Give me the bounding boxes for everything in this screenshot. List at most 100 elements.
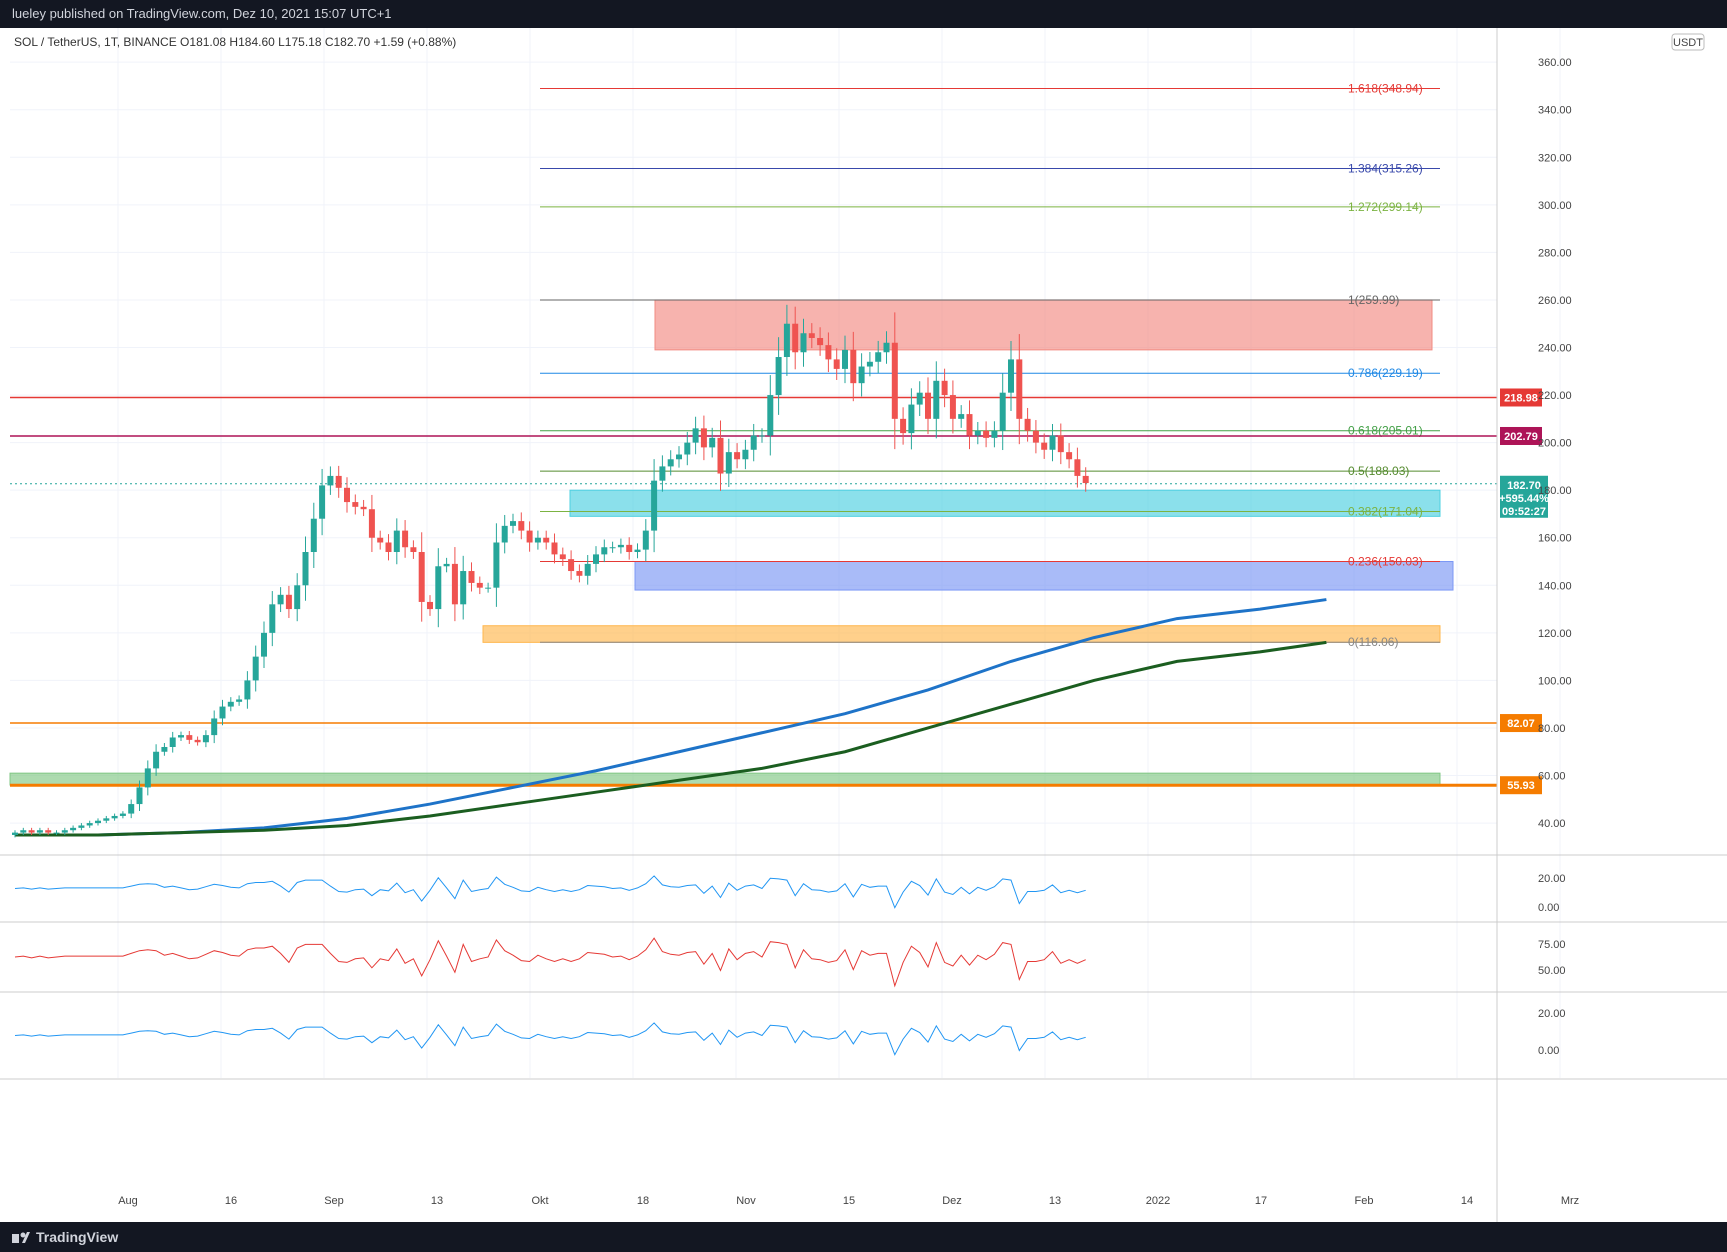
- zone-resistance: [654, 299, 1433, 351]
- candle-body: [808, 333, 815, 338]
- panel-line: [14, 1022, 1086, 1056]
- candle-body: [1032, 430, 1039, 443]
- chart-canvas[interactable]: 1.618(348.94) 1.384(315.26) 1.272(299.14) 1…: [0, 28, 1727, 1222]
- candle-body: [999, 392, 1006, 431]
- x-tick-label: 13: [431, 1195, 443, 1207]
- candle-body: [825, 345, 832, 360]
- price-axis[interactable]: 360.00 340.00 320.00 300.00 280.00 260.00 240.…: [1496, 28, 1572, 1222]
- candle-body: [891, 342, 898, 419]
- candle-body: [1082, 475, 1089, 484]
- candle-body: [451, 563, 458, 605]
- x-tick-label: Dez: [942, 1195, 962, 1207]
- candle-body: [285, 594, 292, 610]
- candle-body: [842, 349, 848, 369]
- y-tick-label: 80.00: [1538, 723, 1566, 735]
- candle-body: [576, 571, 583, 576]
- candle-body: [817, 337, 824, 346]
- currency-badge-box[interactable]: [1671, 33, 1705, 51]
- level-tag-box: [1500, 426, 1542, 445]
- zone-support-cyan: [569, 489, 1441, 517]
- level-tag: 82.07: [1507, 718, 1535, 730]
- candle-body: [1074, 459, 1081, 476]
- candle-body: [327, 475, 334, 486]
- candle-body: [833, 359, 840, 369]
- fib-label: 1.618(348.94): [1348, 81, 1423, 95]
- candle-body: [153, 751, 160, 769]
- candle-body: [136, 787, 143, 805]
- y-tick-label: 300.00: [1538, 200, 1572, 212]
- panel-tick: 20.00: [1538, 873, 1566, 885]
- candle-body: [302, 552, 309, 586]
- candle-body: [294, 585, 301, 610]
- fib-label: 0.618(205.01): [1348, 424, 1423, 438]
- last-price-change: +595.44%: [1499, 493, 1549, 505]
- x-tick-label: Feb: [1355, 1195, 1374, 1207]
- candle-body: [45, 830, 52, 833]
- candle-body: [949, 395, 956, 419]
- candle-body: [227, 701, 234, 707]
- time-axis[interactable]: Aug 16 Sep 13 Okt 18 Nov 15 Dez 13 2022 17 Feb 14 Mrz: [118, 1195, 1579, 1207]
- x-tick-label: 16: [225, 1195, 237, 1207]
- candle-body: [526, 530, 533, 543]
- candle-body: [476, 582, 483, 588]
- zone-support-blue: [634, 561, 1454, 591]
- fib-label: 0.786(229.19): [1348, 366, 1423, 380]
- candle-body: [642, 530, 649, 550]
- candle-body: [186, 735, 193, 740]
- candle-body: [551, 542, 558, 555]
- fib-levels: 1.618(348.94) 1.384(315.26) 1.272(299.14) 1…: [540, 81, 1440, 649]
- publisher-text: lueley published on TradingView.com, Dez…: [12, 6, 392, 21]
- level-tag-box: [1500, 714, 1542, 733]
- candle-body: [319, 485, 326, 519]
- candle-body: [501, 525, 508, 543]
- candle-body: [850, 349, 857, 384]
- candle-body: [792, 323, 799, 353]
- panel-tick: 20.00: [1538, 1008, 1566, 1020]
- candle-body: [427, 601, 433, 610]
- y-tick-label: 280.00: [1538, 247, 1572, 259]
- candle-body: [95, 820, 101, 824]
- candle-body: [510, 521, 516, 526]
- candle-body: [584, 563, 591, 576]
- brand-text: TradingView: [36, 1229, 119, 1245]
- candle-body: [402, 530, 409, 548]
- level-tag: 218.98: [1504, 392, 1538, 404]
- candle-body: [800, 333, 807, 353]
- candle-body: [252, 656, 259, 681]
- y-tick-label: 200.00: [1538, 438, 1572, 450]
- candle-body: [900, 418, 907, 434]
- level-tag-box: [1500, 776, 1542, 795]
- candle-body: [78, 825, 85, 828]
- candle-body: [750, 435, 757, 450]
- fib-label: 1.272(299.14): [1348, 200, 1423, 214]
- candle-body: [53, 832, 60, 834]
- y-tick-label: 220.00: [1538, 390, 1572, 402]
- candle-body: [393, 530, 400, 553]
- candle-body: [36, 830, 43, 833]
- candle-body: [310, 518, 317, 553]
- fib-label: 0.382(171.04): [1348, 504, 1423, 518]
- candle-body: [767, 395, 774, 436]
- x-tick-label: Mrz: [1561, 1195, 1579, 1207]
- candle-body: [692, 428, 699, 443]
- candle-body: [933, 380, 940, 419]
- candle-body: [128, 804, 135, 814]
- candle-body: [659, 466, 666, 481]
- currency-badge: USDT: [1673, 37, 1703, 49]
- fib-label: 0.5(188.03): [1348, 464, 1409, 478]
- candle-body: [759, 435, 765, 437]
- candle-body: [775, 357, 782, 396]
- candle-body: [858, 366, 865, 384]
- panel-tick: 50.00: [1538, 965, 1566, 977]
- candle-body: [601, 547, 608, 555]
- candle-body: [493, 542, 500, 588]
- y-tick-label: 160.00: [1538, 533, 1572, 545]
- fib-label: 1(259.99): [1348, 293, 1399, 307]
- last-price-countdown: 09:52:27: [1502, 506, 1546, 518]
- candle-body: [742, 449, 749, 460]
- candle-body: [344, 487, 350, 503]
- candle-body: [144, 768, 151, 788]
- candle-body: [385, 542, 392, 553]
- candle-body: [543, 537, 550, 543]
- candle-body: [875, 352, 882, 362]
